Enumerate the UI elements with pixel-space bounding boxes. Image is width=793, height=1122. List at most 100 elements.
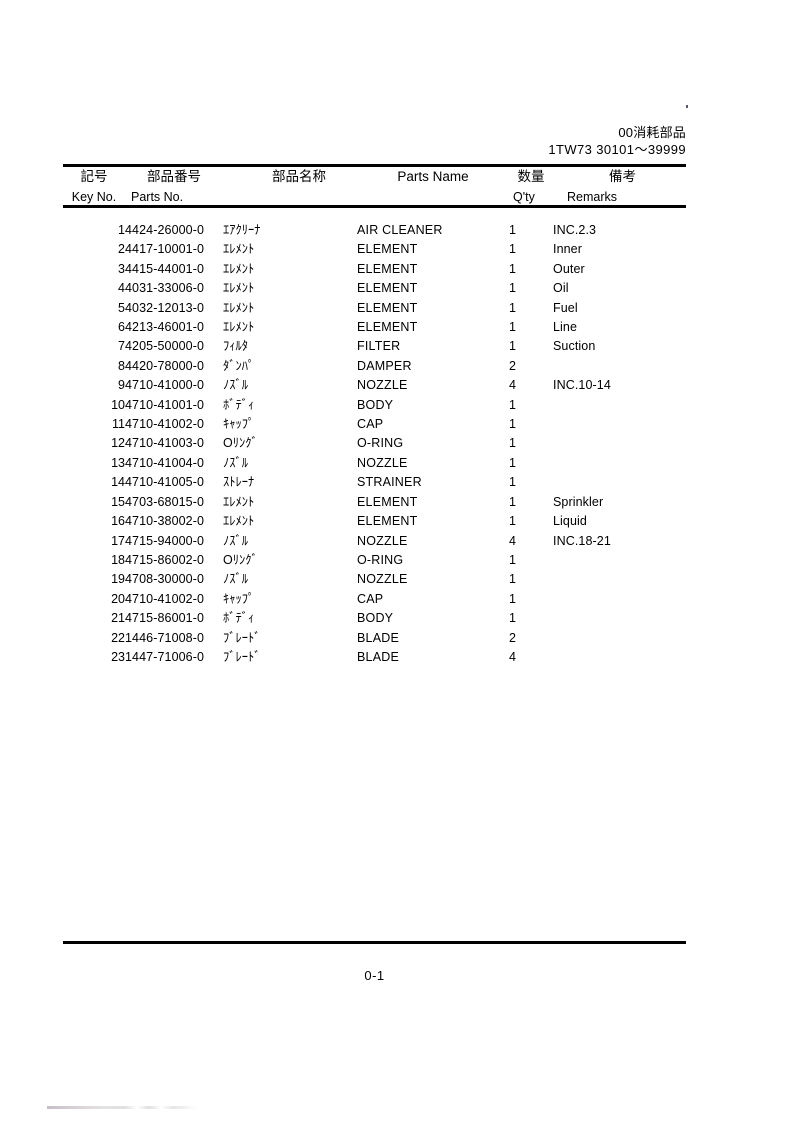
cell-parts-no: 4032-12013-0 — [125, 300, 205, 315]
table-row: 15 4703-68015-0 ｴﾚﾒﾝﾄ ELEMENT 1 Sprinkler — [63, 493, 686, 512]
cell-parts-name-en: AIR CLEANER — [357, 223, 443, 237]
header-spacer-1 — [223, 188, 357, 208]
cell-parts-name-en: BODY — [357, 397, 394, 412]
cell-parts-no: 4703-68015-0 — [125, 494, 205, 509]
cell-key-no: 14 — [111, 475, 125, 490]
table-row: 1 4424-26000-0 ｴｱｸﾘｰﾅ AIR CLEANER 1 INC.2.3 — [63, 221, 686, 240]
cell-parts-name-en: BLADE — [357, 630, 399, 645]
table-top-rule — [63, 164, 686, 167]
cell-parts-no: 4715-86001-0 — [125, 611, 205, 626]
header-parts-name-en: Parts Name — [397, 169, 469, 184]
cell-parts-name-en: BLADE — [357, 649, 399, 664]
cell-key-no: 8 — [118, 358, 125, 373]
cell-parts-name-jp: Oﾘﾝｸﾞ — [223, 552, 258, 567]
cell-qty: 1 — [509, 572, 516, 587]
table-row: 5 4032-12013-0 ｴﾚﾒﾝﾄ ELEMENT 1 Fuel — [63, 299, 686, 318]
cell-qty: 1 — [509, 397, 516, 412]
cell-parts-name-en: BODY — [357, 611, 394, 626]
document-header: 00消耗部品 1TW73 30101～39999 — [63, 124, 686, 158]
cell-qty: 1 — [509, 436, 516, 451]
table-row: 11 4710-41002-0 ｷｬｯﾌﾟ CAP 1 — [63, 415, 686, 434]
cell-parts-name-jp: ﾉｽﾞﾙ — [223, 533, 249, 548]
cell-parts-name-en: ELEMENT — [357, 242, 418, 257]
cell-parts-no: 4710-41003-0 — [125, 436, 205, 451]
cell-remarks: Inner — [553, 242, 582, 257]
cell-parts-name-en: DAMPER — [357, 358, 412, 373]
cell-qty: 1 — [509, 552, 516, 567]
cell-qty: 1 — [509, 417, 516, 432]
table-row: 13 4710-41004-0 ﾉｽﾞﾙ NOZZLE 1 — [63, 454, 686, 473]
table-head: 記号 部品番号 部品名称 Parts Name 数量 備考 Key No. Pa… — [63, 167, 686, 208]
scan-speck-artifact — [686, 105, 688, 108]
cell-parts-name-jp: ﾎﾞﾃﾞｨ — [223, 611, 255, 626]
cell-parts-name-jp: ｷｬｯﾌﾟ — [223, 591, 255, 606]
table-row: 7 4205-50000-0 ﾌｨﾙﾀ FILTER 1 Suction — [63, 337, 686, 356]
table-row: 17 4715-94000-0 ﾉｽﾞﾙ NOZZLE 4 INC.18-21 — [63, 532, 686, 551]
header-spacer-2 — [357, 188, 509, 208]
cell-qty: 1 — [509, 320, 516, 335]
cell-parts-no: 4710-41004-0 — [125, 455, 205, 470]
cell-parts-name-jp: ﾌﾞﾚｰﾄﾞ — [223, 649, 261, 664]
cell-qty: 2 — [509, 358, 516, 373]
cell-qty: 1 — [509, 223, 516, 237]
parts-table-container: 記号 部品番号 部品名称 Parts Name 数量 備考 Key No. Pa… — [63, 167, 686, 667]
cell-key-no: 10 — [111, 397, 125, 412]
table-row: 16 4710-38002-0 ｴﾚﾒﾝﾄ ELEMENT 1 Liquid — [63, 512, 686, 531]
cell-parts-name-jp: ｴﾚﾒﾝﾄ — [223, 242, 255, 257]
cell-parts-name-en: ELEMENT — [357, 494, 418, 509]
cell-key-no: 1 — [118, 223, 125, 237]
cell-qty: 1 — [509, 281, 516, 296]
cell-qty: 1 — [509, 242, 516, 257]
cell-remarks — [553, 551, 686, 570]
cell-qty: 1 — [509, 455, 516, 470]
cell-key-no: 2 — [118, 242, 125, 257]
parts-table: 記号 部品番号 部品名称 Parts Name 数量 備考 Key No. Pa… — [63, 167, 686, 667]
header-remarks-jp: 備考 — [609, 169, 636, 184]
cell-remarks — [553, 648, 686, 667]
cell-qty: 1 — [509, 475, 516, 490]
cell-remarks: Outer — [553, 261, 585, 276]
cell-remarks: Fuel — [553, 300, 578, 315]
cell-parts-no: 4424-26000-0 — [125, 223, 205, 237]
cell-key-no: 13 — [111, 455, 125, 470]
cell-key-no: 17 — [111, 533, 125, 548]
cell-remarks: Liquid — [553, 514, 587, 529]
cell-key-no: 21 — [111, 611, 125, 626]
cell-parts-name-jp: ｽﾄﾚｰﾅ — [223, 475, 255, 490]
cell-key-no: 3 — [118, 261, 125, 276]
table-row: 3 4415-44001-0 ｴﾚﾒﾝﾄ ELEMENT 1 Outer — [63, 260, 686, 279]
cell-remarks: Sprinkler — [553, 494, 604, 509]
cell-parts-name-jp: ﾉｽﾞﾙ — [223, 378, 249, 393]
cell-parts-no: 4205-50000-0 — [125, 339, 205, 354]
cell-parts-name-jp: ﾉｽﾞﾙ — [223, 455, 249, 470]
cell-parts-no: 4710-41000-0 — [125, 378, 205, 393]
cell-remarks — [553, 396, 686, 415]
cell-qty: 4 — [509, 533, 516, 548]
cell-key-no: 23 — [111, 649, 125, 664]
cell-parts-name-en: O-RING — [357, 552, 404, 567]
cell-key-no: 16 — [111, 514, 125, 529]
table-body: 1 4424-26000-0 ｴｱｸﾘｰﾅ AIR CLEANER 1 INC.2.3 2 4… — [63, 208, 686, 667]
footer-rule — [63, 941, 686, 944]
cell-parts-name-en: ELEMENT — [357, 300, 418, 315]
header-key-no-jp: 記号 — [80, 169, 108, 184]
cell-parts-name-jp: ﾉｽﾞﾙ — [223, 572, 249, 587]
cell-parts-name-en: O-RING — [357, 436, 404, 451]
table-row: 14 4710-41005-0 ｽﾄﾚｰﾅ STRAINER 1 — [63, 473, 686, 492]
cell-parts-name-en: ELEMENT — [357, 281, 418, 296]
cell-parts-name-jp: ﾌﾞﾚｰﾄﾞ — [223, 630, 261, 645]
cell-parts-no: 1447-71006-0 — [125, 649, 205, 664]
cell-remarks: INC.18-21 — [553, 533, 611, 548]
cell-parts-name-jp: ｴﾚﾒﾝﾄ — [223, 300, 255, 315]
table-row: 4 4031-33006-0 ｴﾚﾒﾝﾄ ELEMENT 1 Oil — [63, 279, 686, 298]
header-qty-en: Q'ty — [513, 190, 535, 204]
cell-parts-name-en: ELEMENT — [357, 514, 418, 529]
cell-parts-name-en: CAP — [357, 417, 384, 432]
table-row: 9 4710-41000-0 ﾉｽﾞﾙ NOZZLE 4 INC.10-14 — [63, 376, 686, 395]
cell-parts-name-en: ELEMENT — [357, 261, 418, 276]
cell-remarks: Oil — [553, 281, 569, 296]
cell-key-no: 18 — [111, 552, 125, 567]
cell-parts-name-jp: ﾀﾞﾝﾊﾟ — [223, 358, 255, 373]
cell-qty: 1 — [509, 300, 516, 315]
